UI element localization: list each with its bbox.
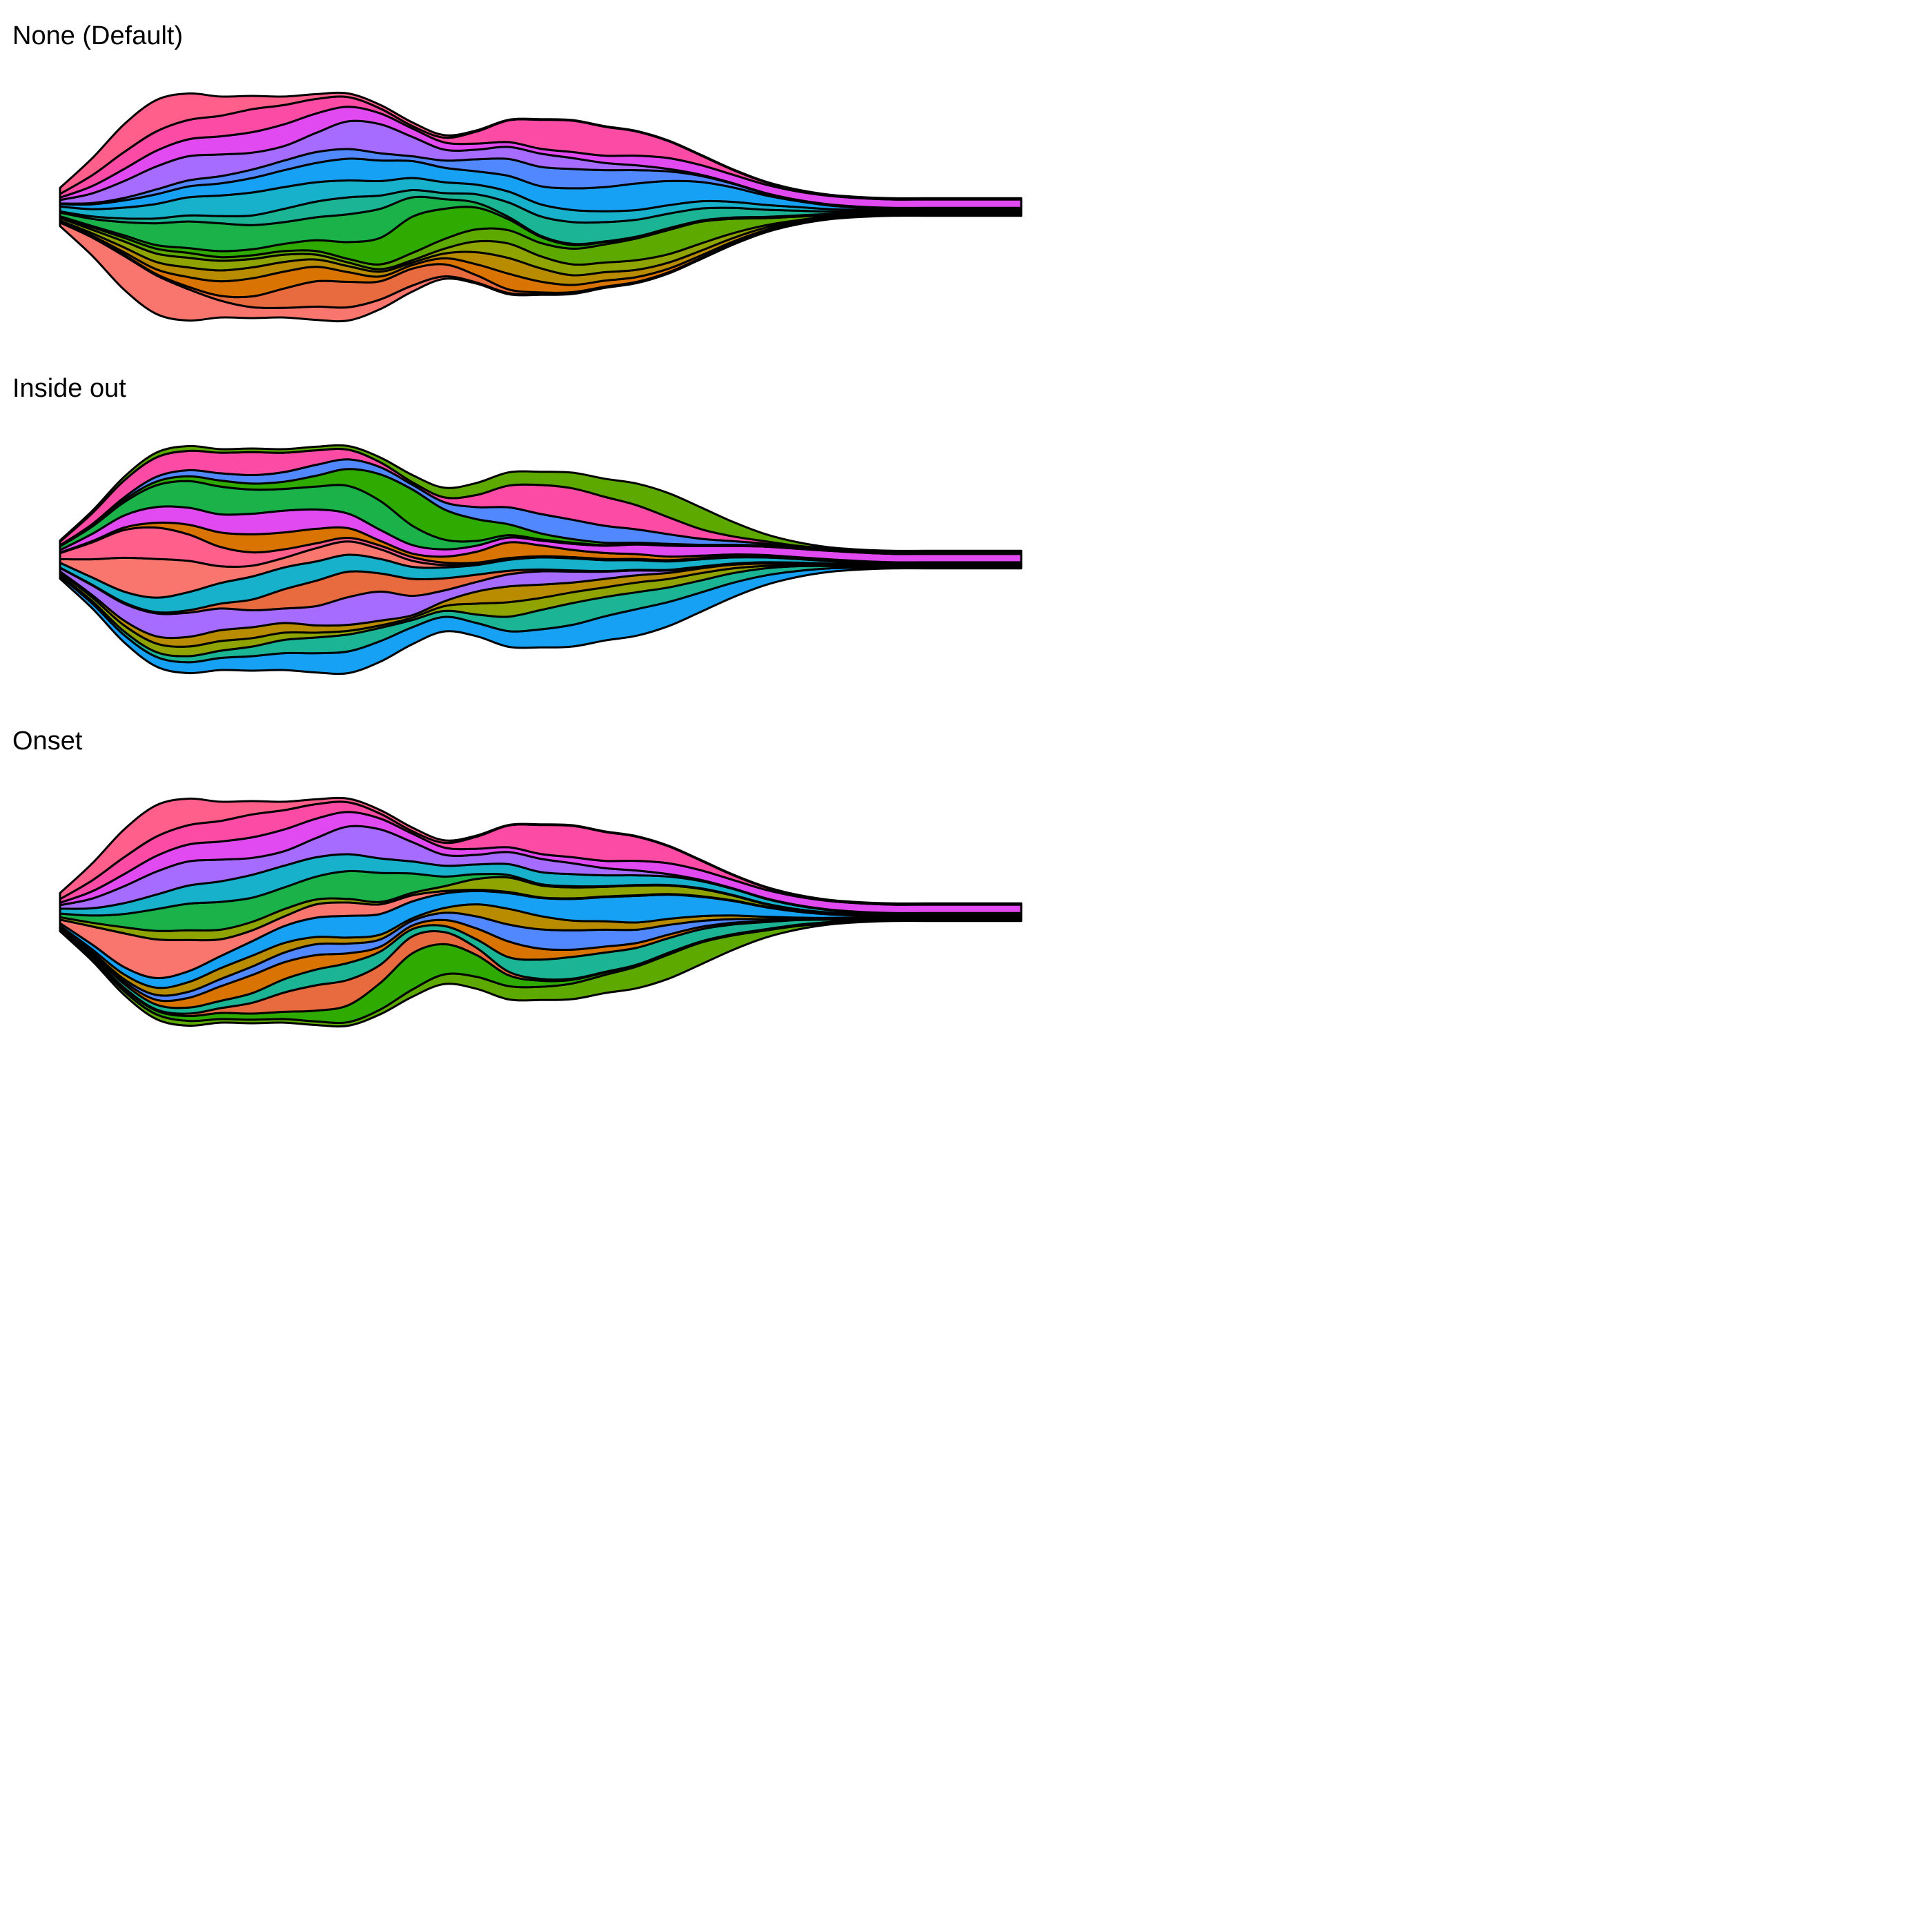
- panel-onset: Onset: [12, 727, 1023, 1028]
- panel-title-inside-out: Inside out: [12, 374, 126, 403]
- panel-title-none-default: None (Default): [12, 21, 183, 50]
- stream-layer-6: [59, 444, 1023, 553]
- stream-inside-out: [59, 444, 1023, 676]
- panel-none-default: None (Default): [12, 21, 1023, 323]
- panel-inside-out: Inside out: [12, 374, 1023, 676]
- stream-layer-16: [59, 796, 1023, 905]
- stream-layer-16: [59, 91, 1023, 200]
- stream-none-default: [59, 91, 1023, 323]
- panel-title-onset: Onset: [12, 727, 83, 756]
- stream-onset: [59, 796, 1023, 1028]
- streamgraph-figure: None (Default) Inside out Onset: [12, 21, 1023, 1028]
